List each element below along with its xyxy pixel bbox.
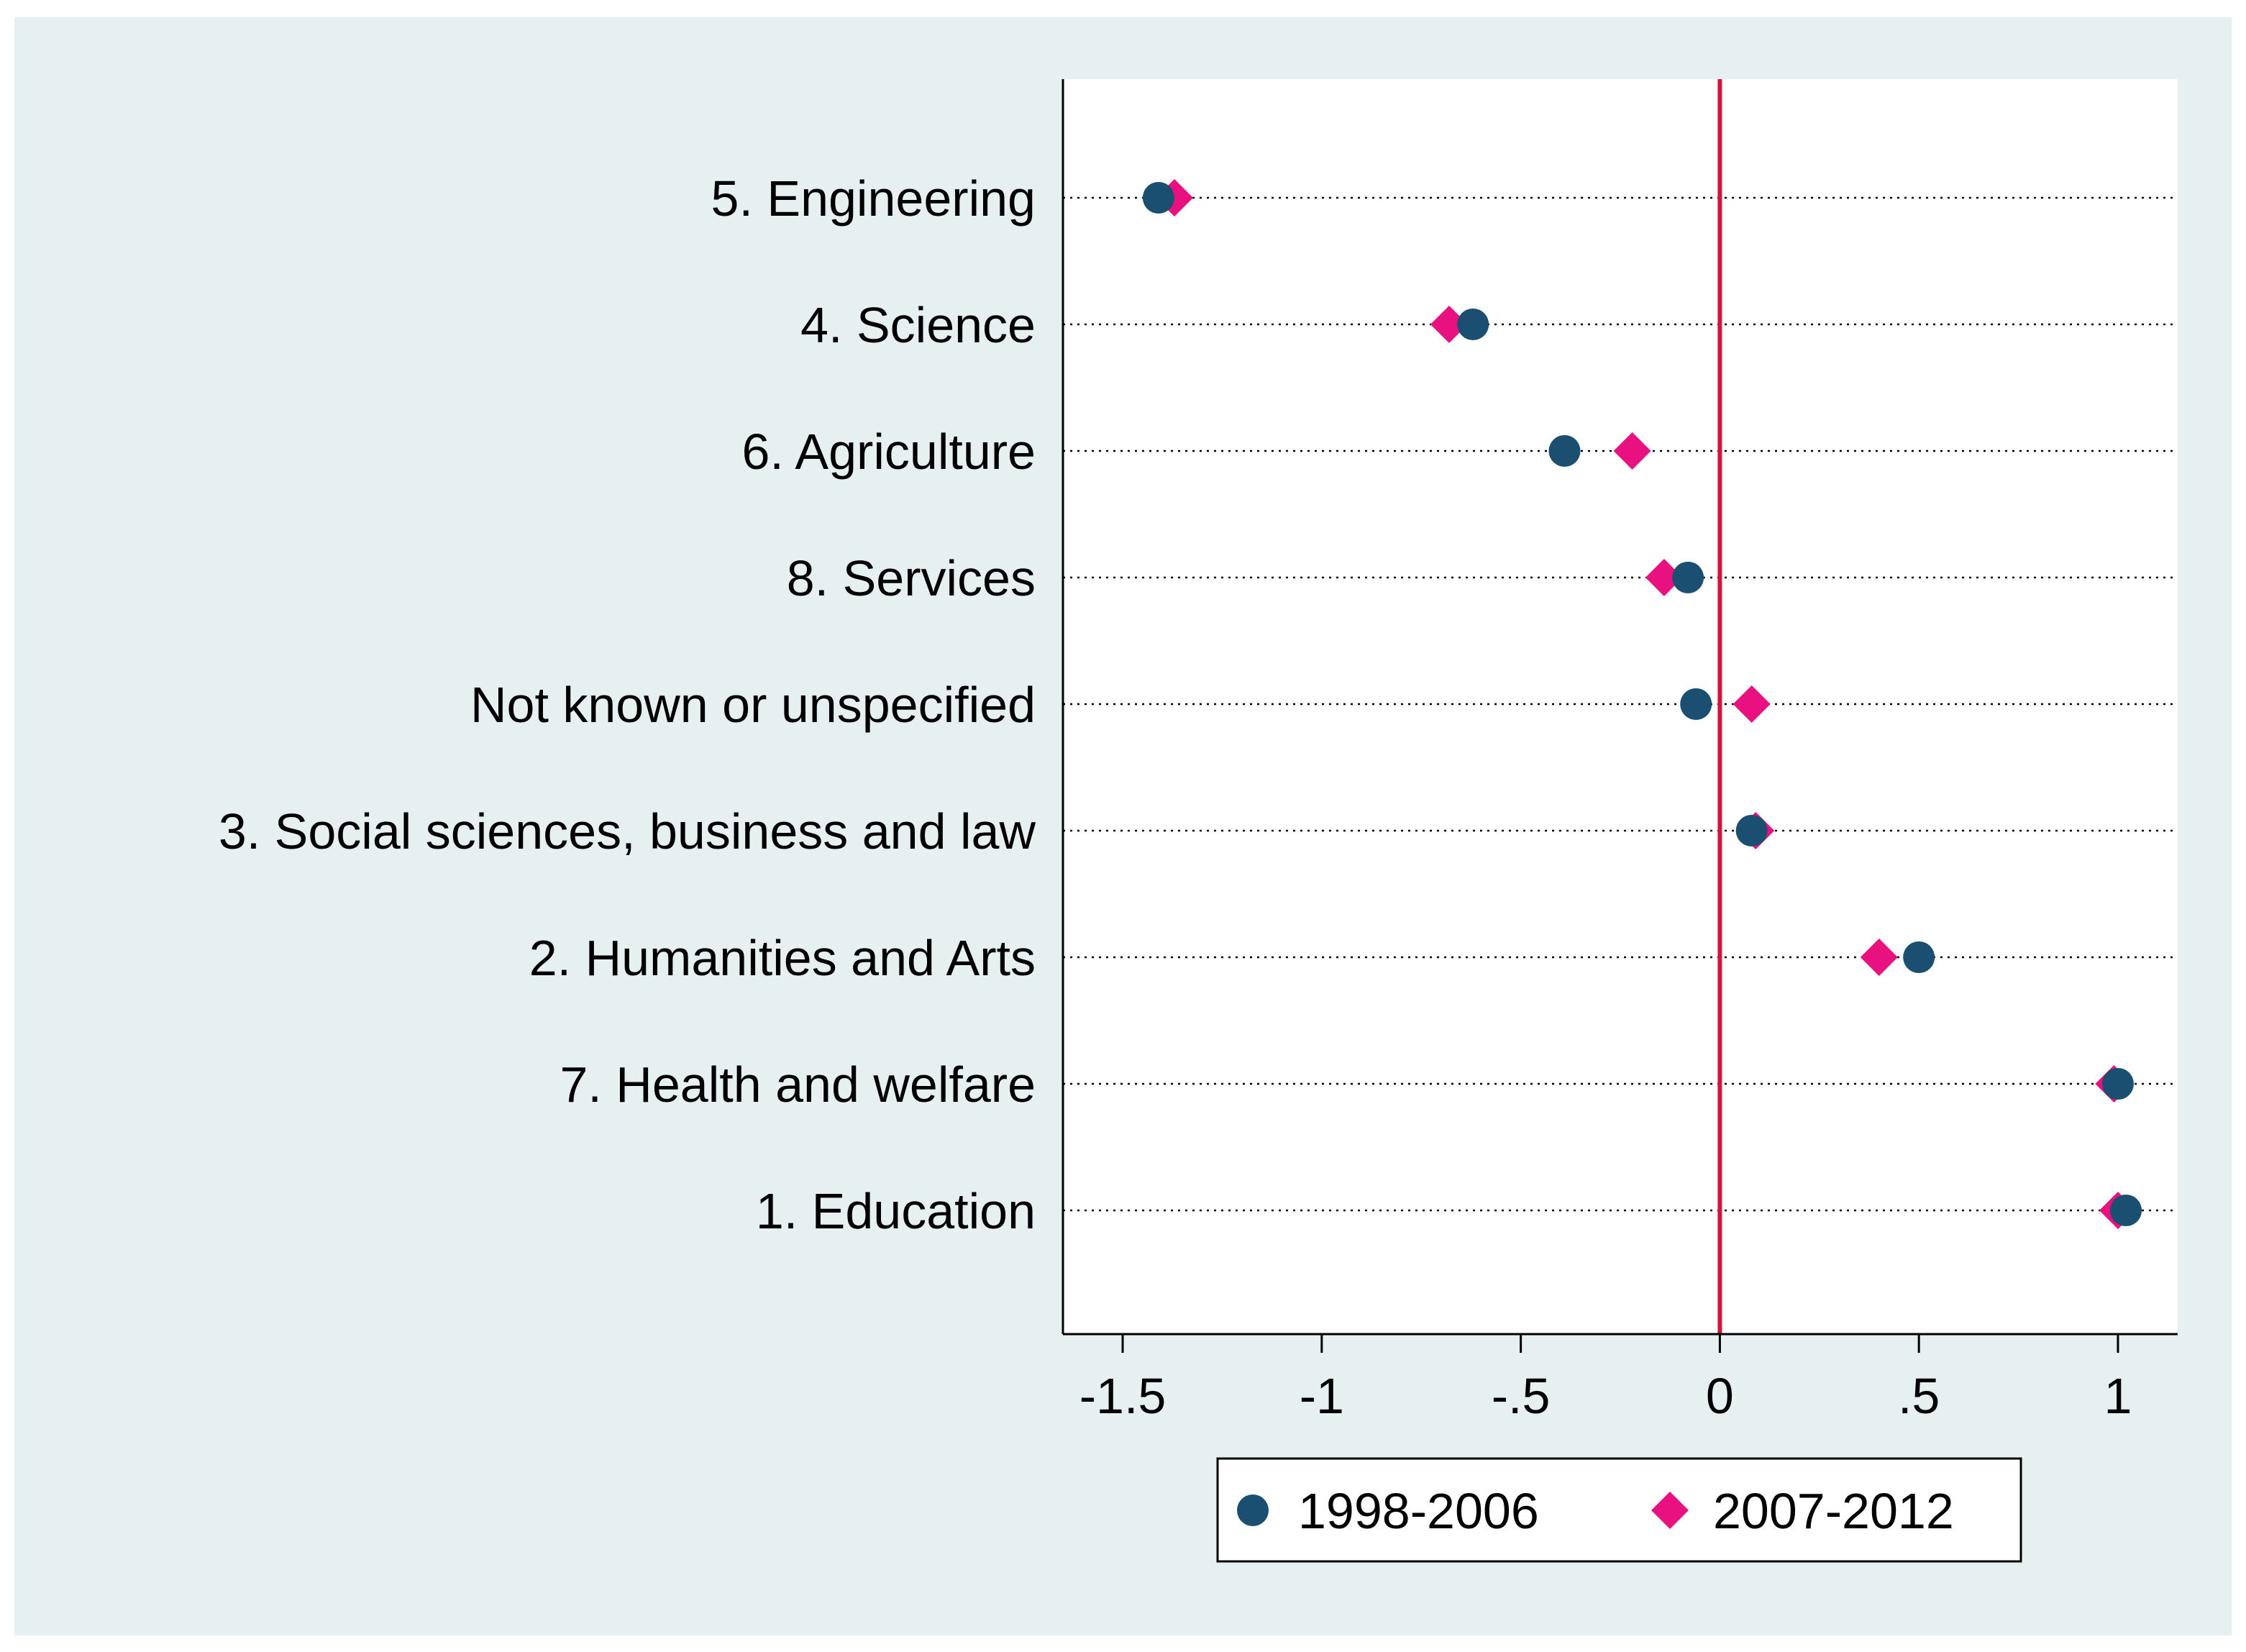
category-label-7-health-and-welfare: 7. Health and welfare	[560, 1057, 1036, 1113]
legend: 1998-2006 2007-2012	[1216, 1457, 2022, 1563]
x-tick-label-0: -1.5	[1079, 1368, 1167, 1424]
marker-2007-2012-8-services	[1645, 559, 1683, 596]
marker-1998-2006-not-known-or-unspecified	[1680, 688, 1712, 720]
marker-1998-2006-1-education	[2110, 1195, 2142, 1226]
x-tick-label-3: 0	[1706, 1368, 1734, 1424]
marker-1998-2006-3-social-sciences-business-and-law	[1735, 815, 1768, 846]
x-tick-label-4: .5	[1898, 1368, 1940, 1424]
data-markers	[1142, 179, 2142, 1229]
category-label-8-services: 8. Services	[787, 550, 1036, 606]
category-label-4-science: 4. Science	[800, 297, 1036, 353]
marker-1998-2006-6-agriculture	[1548, 435, 1581, 467]
marker-1998-2006-7-health-and-welfare	[2101, 1068, 2134, 1100]
legend-label-2007-2012: 2007-2012	[1713, 1483, 1954, 1539]
marker-1998-2006-2-humanities-and-arts	[1903, 941, 1935, 973]
marker-1998-2006-5-engineering	[1142, 182, 1174, 214]
legend-marker-1998-2006	[1237, 1494, 1269, 1526]
category-label-2-humanities-and-arts: 2. Humanities and Arts	[529, 930, 1036, 986]
legend-marker-2007-2012	[1651, 1492, 1689, 1529]
marker-2007-2012-2-humanities-and-arts	[1860, 939, 1898, 976]
category-label-not-known-or-unspecified: Not known or unspecified	[470, 677, 1036, 733]
category-label-1-education: 1. Education	[756, 1183, 1036, 1239]
grid-lines	[1063, 196, 2178, 1212]
legend-box	[1216, 1457, 2022, 1563]
marker-1998-2006-8-services	[1672, 562, 1704, 593]
x-axis-ticks: -1.5 -1 -.5 0 .5 1	[1079, 1334, 2132, 1424]
category-label-3-social-sciences-business-and-law: 3. Social sciences, business and law	[219, 803, 1036, 859]
marker-2007-2012-6-agriculture	[1613, 432, 1651, 470]
x-tick-label-5: 1	[2104, 1368, 2132, 1424]
marker-2007-2012-4-science	[1430, 306, 1468, 343]
x-tick-label-1: -1	[1300, 1368, 1344, 1424]
category-labels: 5. Engineering 4. Science 6. Agriculture 8.…	[219, 170, 1036, 1239]
plot-background	[1063, 79, 2178, 1334]
category-label-6-agriculture: 6. Agriculture	[741, 424, 1036, 480]
marker-1998-2006-4-science	[1457, 309, 1489, 340]
legend-label-1998-2006: 1998-2006	[1298, 1483, 1539, 1539]
x-tick-label-2: -.5	[1492, 1368, 1551, 1424]
category-label-5-engineering: 5. Engineering	[711, 170, 1036, 227]
marker-2007-2012-not-known-or-unspecified	[1733, 685, 1771, 723]
